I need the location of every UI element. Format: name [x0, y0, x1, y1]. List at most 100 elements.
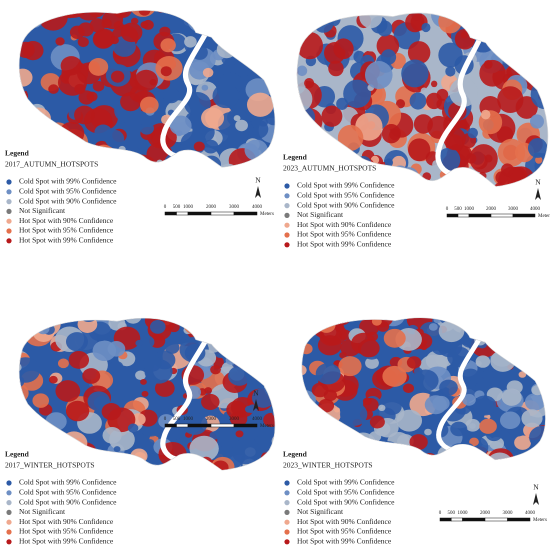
map-patch [218, 327, 231, 338]
scale-label: 500 [173, 417, 181, 422]
map-patch [487, 448, 514, 460]
map-patch [450, 421, 468, 437]
map-patch [184, 456, 196, 466]
legend-label: Cold Spot with 95% Confidence [297, 191, 395, 200]
legend-label: Cold Spot with 95% Confidence [19, 187, 117, 196]
map-patch [375, 441, 400, 460]
scale-segment [176, 423, 189, 428]
map-patch [538, 456, 546, 460]
map-patch [443, 189, 452, 198]
map-patch [210, 364, 221, 375]
map-patch [445, 66, 456, 77]
map-patch [57, 444, 78, 462]
map-patch [473, 395, 497, 416]
legend-label: Hot Spot with 95% Confidence [297, 527, 392, 536]
north-arrow [253, 399, 259, 411]
map-patch [402, 458, 421, 460]
map-patch [88, 58, 109, 76]
map-patch [398, 167, 420, 187]
legend-label: Cold Spot with 90% Confidence [19, 497, 117, 506]
legend-marker [6, 490, 12, 496]
scale-label: 1000 [458, 511, 469, 516]
map-patch [392, 461, 401, 469]
panel: Legend 2017_WINTER_HOTSPOTS Cold Spot with… [5, 317, 276, 546]
map-patch [154, 379, 175, 397]
legend-marker [284, 490, 290, 496]
map-patch [59, 0, 70, 10]
map-patch [378, 404, 386, 412]
map-patch [301, 422, 304, 429]
river [160, 31, 209, 159]
legend-marker [284, 212, 290, 218]
scale-segment [164, 211, 177, 216]
map-patch [11, 43, 19, 50]
map-patch [527, 138, 548, 158]
scale-unit: Meters [533, 518, 547, 523]
legend-label: Cold Spot with 90% Confidence [19, 196, 117, 205]
map-patch [486, 452, 513, 460]
map-patch [264, 35, 275, 59]
legend-label: Cold Spot with 99% Confidence [297, 478, 395, 487]
legend-marker [284, 480, 290, 486]
map-patch [317, 317, 336, 333]
map-patch [54, 445, 72, 461]
map-patch [264, 366, 275, 383]
map-patch [296, 32, 323, 60]
map-patch [382, 365, 407, 387]
map-patch [296, 13, 306, 25]
scale-segment [462, 517, 486, 522]
map-patch [229, 325, 240, 335]
map-patch [229, 318, 245, 329]
map-patch [131, 17, 139, 25]
map-patch [160, 38, 176, 53]
map-patch [204, 469, 224, 471]
map-patch [77, 37, 89, 48]
map-patch [514, 435, 532, 450]
map-patch [413, 367, 423, 376]
legend-label: Cold Spot with 99% Confidence [297, 181, 395, 190]
map-patch [45, 412, 67, 431]
map-patch [483, 59, 493, 69]
legend-label: Cold Spot with 99% Confidence [19, 177, 117, 186]
legend-label: Cold Spot with 95% Confidence [297, 488, 395, 497]
map-patch [235, 430, 244, 438]
map-patch [265, 325, 275, 343]
map-patch [485, 28, 493, 36]
scale-segment [490, 213, 514, 218]
legend-label: Hot Spot with 99% Confidence [297, 240, 392, 249]
map-patch [525, 317, 546, 329]
map-patch [438, 13, 462, 34]
map-patch [311, 427, 321, 435]
map-patch [316, 436, 341, 458]
legend-marker [6, 509, 12, 515]
map-patch [501, 163, 514, 177]
north-label: N [253, 389, 259, 398]
legend-marker [284, 203, 290, 209]
scale-segment [512, 213, 536, 218]
map-patch [93, 458, 103, 467]
legend-label: Cold Spot with 95% Confidence [19, 488, 117, 497]
scale-segment [210, 211, 235, 216]
map-patch [220, 64, 232, 75]
map-patch [384, 158, 394, 167]
map-patch [401, 59, 429, 88]
map-patch [493, 317, 502, 325]
map-patch [337, 124, 364, 151]
legend-label: Hot Spot with 95% Confidence [19, 226, 114, 235]
map-patch [526, 359, 546, 378]
map-patch [19, 15, 29, 39]
scale-label: 2000 [206, 205, 217, 210]
scale-label: 500 [454, 207, 462, 212]
map-patch [484, 325, 498, 337]
map-patch [430, 80, 438, 88]
north-label: N [255, 176, 261, 185]
scale-segment [233, 211, 258, 216]
map-patch [317, 335, 342, 356]
panel: Legend 2023_AUTUMN_HOTSPOTS Cold Spot with… [283, 12, 550, 249]
map-patch [201, 107, 225, 129]
map-patch [535, 156, 543, 164]
scale-label: 4000 [525, 511, 536, 516]
map-patch [216, 34, 229, 45]
map-patch [219, 322, 240, 340]
map-patch [204, 387, 213, 394]
